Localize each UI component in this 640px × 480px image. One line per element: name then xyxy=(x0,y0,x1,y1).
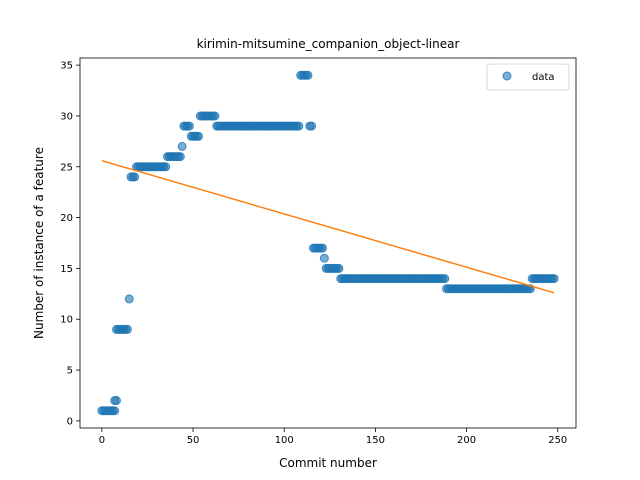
data-point xyxy=(184,121,194,131)
trend-line xyxy=(101,159,555,294)
data-point xyxy=(294,121,304,131)
x-tick-label: 50 xyxy=(187,435,200,446)
data-point xyxy=(130,172,140,182)
data-point xyxy=(307,121,317,131)
data-point xyxy=(124,294,134,304)
y-tick-label: 35 xyxy=(60,61,73,72)
data-point xyxy=(194,131,204,141)
x-tick-label: 250 xyxy=(548,435,567,446)
y-axis: 0 5 10 15 20 25 30 35 xyxy=(60,61,80,427)
x-tick-label: 100 xyxy=(275,435,294,446)
chart-title: kirimin-mitsumine_companion_object-linea… xyxy=(197,37,460,51)
legend-box xyxy=(486,63,570,91)
y-axis-label: Number of instance of a feature xyxy=(32,147,46,339)
trend-line-layer xyxy=(101,159,555,294)
y-tick-label: 5 xyxy=(67,366,73,377)
x-tick-label: 150 xyxy=(366,435,385,446)
x-tick-label: 200 xyxy=(457,435,476,446)
data-point xyxy=(122,324,132,334)
x-axis-label: Commit number xyxy=(279,456,377,470)
data-point xyxy=(440,274,450,284)
data-point xyxy=(111,396,121,406)
data-point xyxy=(210,111,220,121)
legend-label: data xyxy=(532,72,555,83)
y-tick-label: 20 xyxy=(60,213,73,224)
data-point xyxy=(319,253,329,263)
data-point xyxy=(177,141,187,151)
data-points xyxy=(97,70,559,416)
legend: data xyxy=(486,63,570,91)
y-tick-label: 15 xyxy=(60,264,73,275)
legend-marker xyxy=(502,71,512,81)
y-tick-label: 30 xyxy=(60,111,73,122)
x-axis: 0 50 100 150 200 250 xyxy=(99,428,567,446)
data-point xyxy=(334,263,344,273)
y-tick-label: 25 xyxy=(60,162,73,173)
data-point xyxy=(110,406,120,416)
y-tick-label: 10 xyxy=(60,315,73,326)
data-point xyxy=(161,162,171,172)
data-point xyxy=(303,70,313,80)
data-point xyxy=(175,152,185,162)
x-tick-label: 0 xyxy=(99,435,105,446)
data-point xyxy=(549,274,559,284)
data-point xyxy=(318,243,328,253)
y-tick-label: 0 xyxy=(67,416,73,427)
plot-frame xyxy=(79,57,577,429)
